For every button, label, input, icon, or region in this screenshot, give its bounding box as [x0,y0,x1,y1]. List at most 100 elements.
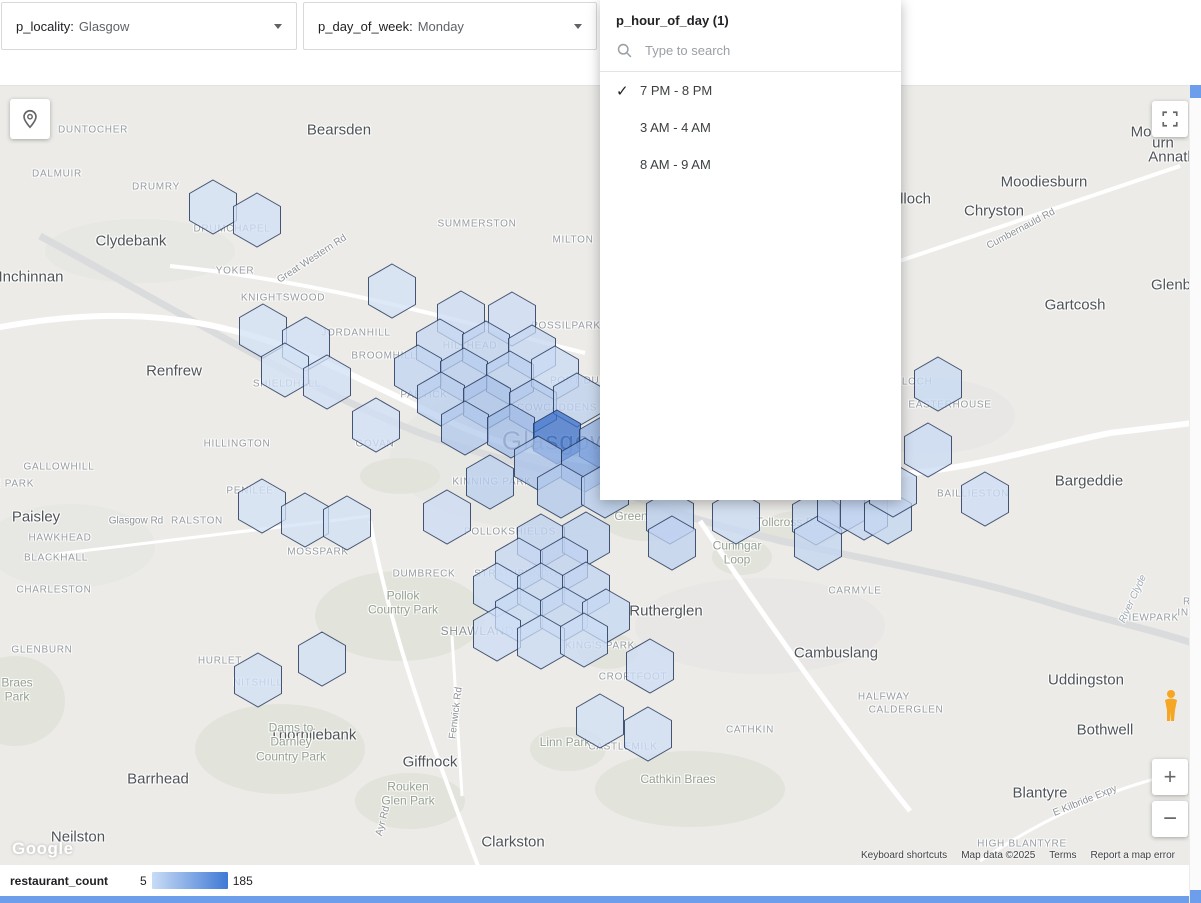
google-logo[interactable]: Google [12,839,74,858]
legend-bar-row: restaurant_count 5 185 [0,865,1201,896]
hex-bin[interactable] [441,400,489,456]
map-label: YOKER [215,265,255,277]
map-label: GALLOWHILL [23,461,95,473]
hex-bin[interactable] [261,342,309,398]
hexbin-layer [189,179,1009,762]
map-label: Barrhead [127,770,189,788]
hex-bin[interactable] [368,263,416,319]
hex-bin[interactable] [624,706,672,762]
map-label: Great Western Rd [275,232,349,286]
map-label: Clarkston [481,833,545,851]
hour-option[interactable]: 3 AM - 4 AM [600,109,901,146]
hour-panel-search-row [600,36,901,72]
hour-option[interactable]: ✓ 7 PM - 8 PM [600,72,901,109]
hour-option-label: 3 AM - 4 AM [640,120,711,135]
recenter-pin-button[interactable] [10,99,50,139]
hex-bin[interactable] [189,179,237,235]
hour-option-label: 8 AM - 9 AM [640,157,711,172]
map-label: Ayr Rd [373,804,393,838]
map-label: Paisley [11,508,61,526]
map-label: Giffnock [402,753,458,771]
hex-bin[interactable] [626,638,674,694]
legend-gradient-bar [151,872,228,889]
fullscreen-icon [1162,111,1178,127]
fullscreen-button[interactable] [1152,101,1188,137]
map-label: E Kilbride Expy [1051,783,1119,819]
hex-bin[interactable] [303,354,351,410]
map-label: Glenboig [1150,276,1189,294]
hour-option-label: 7 PM - 8 PM [640,83,713,98]
map-label: Moodiesburn [1000,173,1088,191]
hex-bin[interactable] [648,515,696,571]
map-label: Clydebank [95,232,167,250]
hex-bin[interactable] [712,489,760,545]
map-label: JORDANHILL [321,327,391,339]
day-of-week-filter-dropdown[interactable]: p_day_of_week: Monday [303,2,597,50]
locality-filter-label: p_locality: [16,18,74,34]
map-label: Fenwick Rd [447,686,465,740]
hex-bin[interactable] [466,454,514,510]
map-label: HURLET [197,655,243,667]
hex-bin[interactable] [234,652,282,708]
location-pin-icon [23,109,37,129]
map-label: KNIGHTSWOOD [240,292,326,304]
hex-bin[interactable] [914,356,962,412]
map-label: Bargeddie [1054,472,1124,490]
map-label: DUNTOCHER [57,124,129,136]
vertical-scrollbar[interactable] [1189,85,1201,903]
keyboard-shortcuts-link[interactable]: Keyboard shortcuts [861,850,948,861]
hex-bin[interactable] [904,422,952,478]
day-filter-value: Monday [417,18,464,34]
hex-bin[interactable] [576,693,624,749]
vertical-scrollbar-thumb[interactable] [1190,85,1201,98]
map-canvas[interactable]: GlasgowBearsdenClydebankInchinnanRenfrew… [0,85,1189,865]
hour-search-input[interactable] [643,42,857,59]
map-label: HIGH BLANTYRE [977,838,1067,850]
day-filter-label: p_day_of_week: [318,18,413,34]
pegman-icon [1165,690,1177,721]
zoom-out-button[interactable]: − [1152,801,1188,837]
map-label: GLENBURN [11,644,73,656]
hex-bin[interactable] [298,631,346,687]
hex-bin[interactable] [281,492,329,548]
hex-bin[interactable] [560,612,608,668]
map-label: E PARK [0,478,35,490]
report-map-error-link[interactable]: Report a map error [1090,850,1175,861]
hour-option[interactable]: 8 AM - 9 AM [600,146,901,183]
map-label: DALMUIR [32,168,82,180]
legend-metric-label: restaurant_count [10,873,109,888]
hex-bin[interactable] [352,397,400,453]
horizontal-scrollbar-thumb[interactable] [0,896,1201,903]
hex-bin[interactable] [473,606,521,662]
map-label: urn [1152,134,1174,152]
hex-bin[interactable] [238,478,286,534]
map-label: POSSILPARK [531,320,601,332]
search-icon [617,43,632,58]
pegman-control[interactable] [1156,687,1186,725]
map-data-copyright: Map data ©2025 [961,850,1036,861]
zoom-in-button[interactable]: + [1152,759,1188,795]
map-label: Braes Park [1,675,33,704]
legend-min-value: 5 [140,873,147,888]
map-label: MILTON [552,234,594,246]
map-label: Cambuslang [793,644,879,662]
map-label: Inchinnan [0,268,64,286]
locality-filter-value: Glasgow [78,18,130,34]
map-label: CARMYLE [828,585,882,597]
map-label: Chryston [963,202,1025,220]
chevron-down-icon [274,23,282,29]
terms-link[interactable]: Terms [1049,850,1077,861]
chevron-down-icon [574,23,582,29]
hex-bin[interactable] [323,495,371,551]
hex-bin[interactable] [233,192,281,248]
hex-bin[interactable] [961,471,1009,527]
map-label: CHARLESTON [16,584,92,596]
map-label: CATHKIN [725,724,775,736]
hex-bin[interactable] [423,489,471,545]
map-label: DUMBRECK [392,568,456,580]
map-label: River Clyde [1117,573,1149,625]
map-label: Gartcosh [1044,296,1106,314]
vertical-scrollbar-thumb[interactable] [1190,890,1201,903]
locality-filter-dropdown[interactable]: p_locality: Glasgow [1,2,297,50]
map-label: Pollok Country Park [367,588,439,617]
